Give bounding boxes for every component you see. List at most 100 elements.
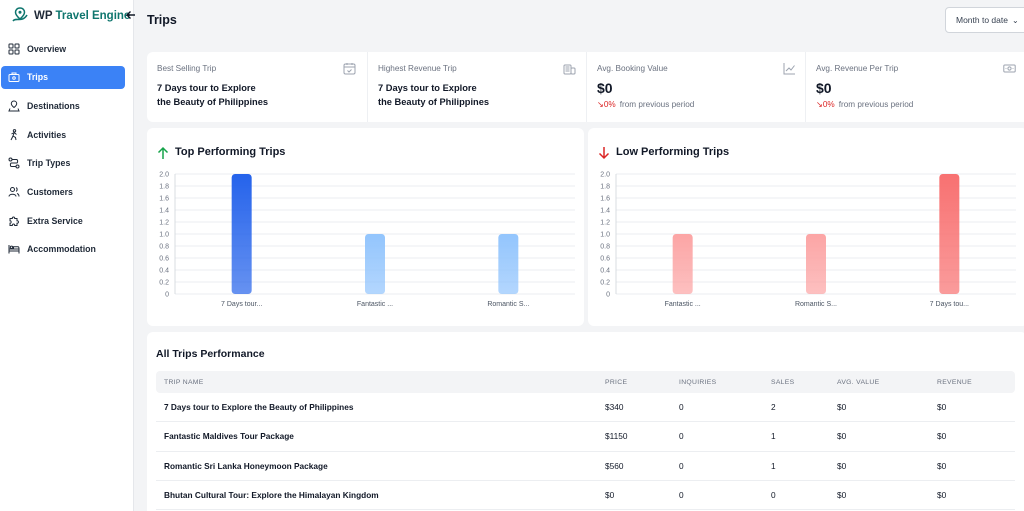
sidebar-item-label: Trips: [27, 72, 49, 83]
sidebar-item-label: Trip Types: [27, 158, 71, 169]
bar[interactable]: [806, 234, 826, 294]
sidebar: WP Travel Engine Overview Trips Destinat…: [0, 0, 137, 511]
collapse-arrow-icon[interactable]: [125, 9, 137, 21]
revenue-cell: $0: [937, 402, 947, 413]
hiker-icon: [8, 128, 20, 141]
trend-down-icon: ↘0%: [816, 100, 835, 109]
sidebar-item-customers[interactable]: Customers: [1, 180, 125, 203]
sales-cell: 1: [771, 460, 776, 471]
y-tick-label: 0.4: [600, 268, 610, 275]
y-tick-label: 0.8: [159, 244, 169, 251]
price-cell: $1150: [605, 431, 628, 442]
page-title: Trips: [147, 13, 177, 27]
column-header-price[interactable]: PRICE: [605, 378, 628, 386]
column-header-sales[interactable]: SALES: [771, 378, 795, 386]
inquiries-cell: 0: [679, 402, 684, 413]
sidebar-item-trip-types[interactable]: Trip Types: [1, 152, 125, 175]
chart-title: Low Performing Trips: [616, 146, 730, 158]
stat-value: $0: [597, 80, 613, 96]
route-icon: [8, 157, 20, 169]
sales-cell: 2: [771, 402, 776, 413]
table-row[interactable]: 7 Days tour to Explore the Beauty of Phi…: [156, 393, 1015, 423]
revenue-cell: $0: [937, 431, 947, 442]
revenue-cell: $0: [937, 460, 947, 471]
stat-label: Avg. Revenue Per Trip: [816, 64, 899, 73]
sidebar-item-destinations[interactable]: Destinations: [1, 94, 125, 117]
low-performing-chart-card: Low Performing Trips 2.0 1.8 1.6 1.4 1.2 1.0 0…: [588, 128, 1024, 326]
y-tick-label: 2.0: [159, 172, 169, 179]
y-tick-label: 0: [165, 292, 169, 299]
all-trips-performance-card: All Trips Performance TRIP NAME PRICE IN…: [147, 332, 1024, 511]
chart-title: Top Performing Trips: [175, 146, 286, 158]
table-row[interactable]: Romantic Sri Lanka Honeymoon Package $56…: [156, 452, 1015, 481]
arrow-up-icon: [157, 146, 169, 159]
x-tick-label: Fantastic ...: [357, 301, 393, 308]
sidebar-item-extra-service[interactable]: Extra Service: [1, 209, 125, 232]
date-range-value: Month to date: [956, 15, 1008, 25]
bar[interactable]: [672, 234, 693, 294]
y-tick-label: 0.2: [600, 280, 610, 287]
stat-change: ↘0% from previous period: [597, 100, 695, 109]
y-tick-label: 1.0: [600, 232, 610, 239]
top-performing-bar-chart: 2.0 1.8 1.6 1.4 1.2 1.0 0.8 0.6 0.4 0.2 0 7 Days to…: [159, 172, 575, 308]
top-performing-chart-card: Top Performing Trips 2.0 1.8 1.6 1.4 1.2 1.0 0…: [147, 128, 584, 326]
date-range-select[interactable]: Month to date ⌄: [945, 7, 1024, 33]
y-tick-label: 0.6: [600, 256, 610, 263]
stat-label: Best Selling Trip: [157, 64, 217, 73]
price-cell: $340: [605, 402, 624, 413]
x-tick-label: Fantastic ...: [665, 301, 701, 308]
trend-down-icon: ↘0%: [597, 100, 616, 109]
y-tick-label: 1.4: [159, 208, 169, 215]
users-icon: [8, 186, 20, 198]
avg-value-cell: $0: [837, 402, 847, 413]
avg-value-cell: $0: [837, 431, 847, 442]
column-header-inquiries[interactable]: INQUIRIES: [679, 378, 717, 386]
trip-name-cell[interactable]: Fantastic Maldives Tour Package: [164, 431, 294, 442]
map-pin-logo-icon: [12, 7, 28, 22]
y-tick-label: 0.2: [159, 280, 169, 287]
inquiries-cell: 0: [679, 431, 684, 442]
stat-trip-name: 7 Days tour to Explore the Beauty of Phi…: [157, 83, 269, 107]
table-header-row: TRIP NAME PRICE INQUIRIES SALES AVG. VAL…: [156, 371, 1015, 393]
sidebar-item-activities[interactable]: Activities: [1, 123, 125, 146]
stat-highest-revenue: Highest Revenue Trip 7 Days tour to Expl…: [367, 52, 586, 122]
trips-table: TRIP NAME PRICE INQUIRIES SALES AVG. VAL…: [156, 371, 1015, 511]
sidebar-item-overview[interactable]: Overview: [1, 37, 125, 60]
sidebar-item-accommodation[interactable]: Accommodation: [1, 238, 125, 261]
sales-cell: 1: [771, 431, 776, 442]
bar[interactable]: [231, 174, 252, 294]
price-cell: $560: [605, 460, 624, 471]
column-header-trip-name[interactable]: TRIP NAME: [164, 378, 204, 386]
puzzle-icon: [8, 215, 20, 227]
stat-label: Highest Revenue Trip: [378, 64, 457, 73]
table-row[interactable]: Bhutan Cultural Tour: Explore the Himala…: [156, 481, 1015, 511]
grid-icon: [8, 43, 20, 55]
low-performing-bar-chart: 2.0 1.8 1.6 1.4 1.2 1.0 0.8 0.6 0.4 0.2 0 Fantastic…: [600, 172, 1016, 308]
stat-avg-booking-value: Avg. Booking Value $0 ↘0% from previous p…: [586, 52, 805, 122]
trip-name-cell[interactable]: 7 Days tour to Explore the Beauty of Phi…: [164, 402, 354, 413]
trip-name-cell[interactable]: Bhutan Cultural Tour: Explore the Himala…: [164, 490, 379, 501]
bar[interactable]: [498, 234, 519, 294]
brand-logo[interactable]: WP Travel Engine: [10, 6, 130, 26]
y-tick-label: 0.6: [159, 256, 169, 263]
price-cell: $0: [605, 490, 615, 501]
column-header-avg-value[interactable]: AVG. VALUE: [837, 378, 880, 386]
column-header-revenue[interactable]: REVENUE: [937, 378, 972, 386]
chevron-down-icon: ⌄: [1011, 15, 1019, 25]
stat-avg-revenue-per-trip: Avg. Revenue Per Trip $0 ↘0% from previou…: [805, 52, 1024, 122]
sidebar-item-label: Activities: [27, 129, 67, 140]
avg-value-cell: $0: [837, 460, 847, 471]
sidebar-item-trips[interactable]: Trips: [1, 65, 125, 89]
x-tick-label: 7 Days tour...: [221, 301, 262, 308]
stat-change: ↘0% from previous period: [816, 100, 914, 109]
table-row[interactable]: Fantastic Maldives Tour Package $1150 0 …: [156, 422, 1015, 452]
bar[interactable]: [365, 234, 385, 294]
coins-icon: [563, 64, 576, 75]
y-tick-label: 1.6: [600, 196, 610, 203]
y-tick-label: 1.2: [600, 220, 610, 227]
y-tick-label: 2.0: [600, 172, 610, 179]
bar[interactable]: [939, 174, 960, 294]
trip-name-cell[interactable]: Romantic Sri Lanka Honeymoon Package: [164, 460, 328, 471]
sidebar-nav: Overview Trips Destinations Activities T…: [0, 37, 134, 267]
y-tick-label: 1.6: [159, 196, 169, 203]
